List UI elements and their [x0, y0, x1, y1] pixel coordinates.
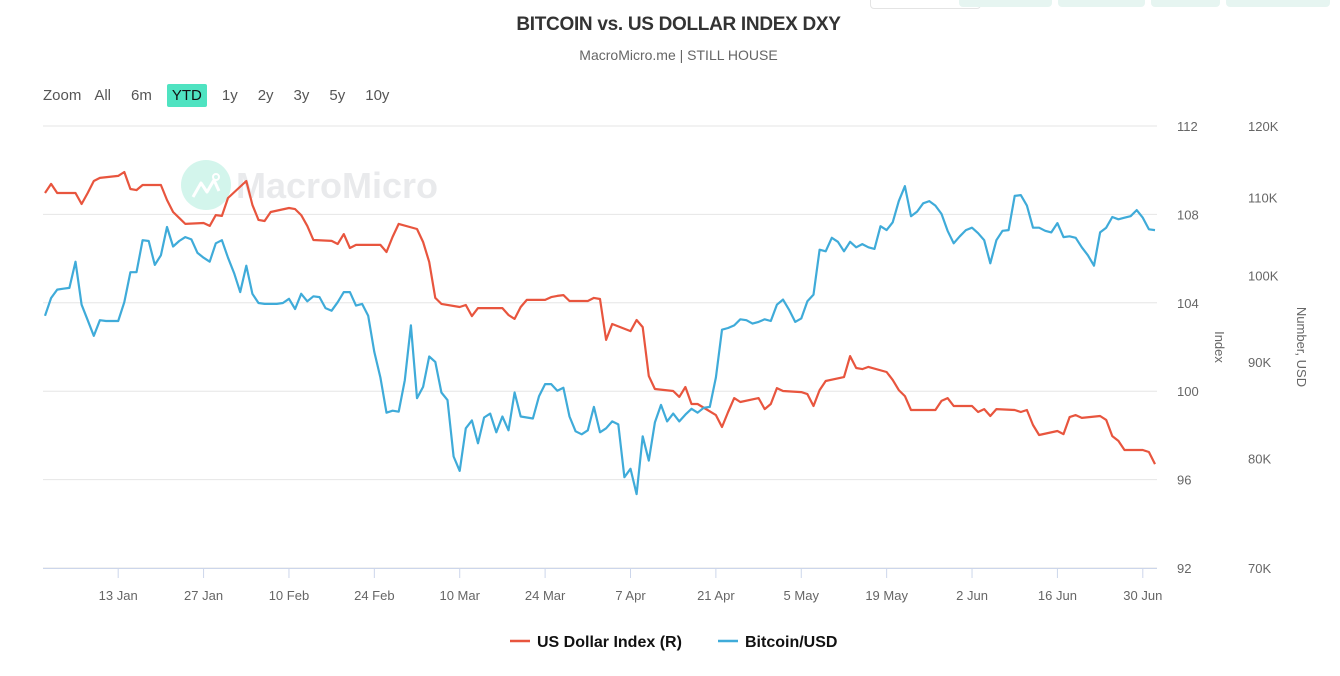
y-tick-label-usd: 90K	[1248, 355, 1271, 370]
x-tick-label: 5 May	[784, 588, 820, 603]
x-tick-label: 19 May	[865, 588, 908, 603]
y-tick-label-index: 100	[1177, 384, 1199, 399]
x-tick-label: 27 Jan	[184, 588, 223, 603]
range-button-ytd[interactable]: YTD	[166, 84, 207, 107]
x-tick-label: 24 Mar	[525, 588, 566, 603]
y-tick-label-index: 104	[1177, 296, 1199, 311]
chart-title: BITCOIN vs. US DOLLAR INDEX DXY	[516, 14, 841, 35]
macromicro-watermark: MacroMicro	[181, 160, 438, 210]
range-button-6m[interactable]: 6m	[131, 87, 152, 104]
range-button-1y[interactable]: 1y	[221, 87, 238, 104]
toolbar-button[interactable]	[1226, 0, 1330, 7]
range-button-3y[interactable]: 3y	[293, 87, 310, 104]
legend-label: Bitcoin/USD	[745, 634, 837, 651]
watermark-text: MacroMicro	[236, 165, 438, 206]
series-line-dxy	[44, 170, 1156, 465]
range-button-all[interactable]: All	[94, 87, 112, 104]
x-tick-label: 16 Jun	[1038, 588, 1077, 603]
y-tick-label-usd: 70K	[1248, 561, 1271, 576]
x-tick-label: 10 Mar	[439, 588, 480, 603]
x-tick-label: 30 Jun	[1123, 588, 1162, 603]
x-tick-label: 7 Apr	[615, 588, 646, 603]
y-tick-label-usd: 80K	[1248, 451, 1271, 466]
y-tick-label-index: 92	[1177, 561, 1191, 576]
toolbar-button[interactable]	[1151, 0, 1220, 7]
range-button-2y[interactable]: 2y	[257, 87, 274, 104]
y-axis-title-index: Index	[1212, 331, 1227, 363]
y-axis-title-usd: Number, USD	[1294, 307, 1309, 387]
legend-label: US Dollar Index (R)	[537, 634, 682, 651]
zoom-label: Zoom	[43, 87, 82, 104]
y-tick-label-usd: 110K	[1248, 190, 1278, 205]
range-button-5y[interactable]: 5y	[329, 87, 346, 104]
y-tick-label-index: 96	[1177, 473, 1191, 488]
x-tick-label: 10 Feb	[269, 588, 309, 603]
range-selector: Zoom All 6m YTD 1y 2y 3y 5y 10y	[43, 84, 404, 107]
chart-subtitle: MacroMicro.me | STILL HOUSE	[579, 47, 778, 63]
x-tick-label: 24 Feb	[354, 588, 394, 603]
y-tick-label-usd: 120K	[1248, 119, 1279, 134]
legend-item-dxy[interactable]: US Dollar Index (R)	[510, 634, 682, 651]
range-button-10y[interactable]: 10y	[365, 87, 390, 104]
toolbar-button[interactable]	[1058, 0, 1145, 7]
y-tick-label-index: 108	[1177, 207, 1199, 222]
series-line-bitcoin	[43, 185, 1156, 496]
legend-item-bitcoin[interactable]: Bitcoin/USD	[718, 634, 837, 651]
y-tick-label-index: 112	[1177, 119, 1198, 134]
toolbar-button[interactable]	[959, 0, 1052, 7]
x-tick-label: 2 Jun	[956, 588, 988, 603]
macromicro-logo-icon	[181, 160, 231, 210]
y-tick-label-usd: 100K	[1248, 269, 1279, 284]
x-tick-label: 13 Jan	[99, 588, 138, 603]
x-tick-label: 21 Apr	[697, 588, 735, 603]
